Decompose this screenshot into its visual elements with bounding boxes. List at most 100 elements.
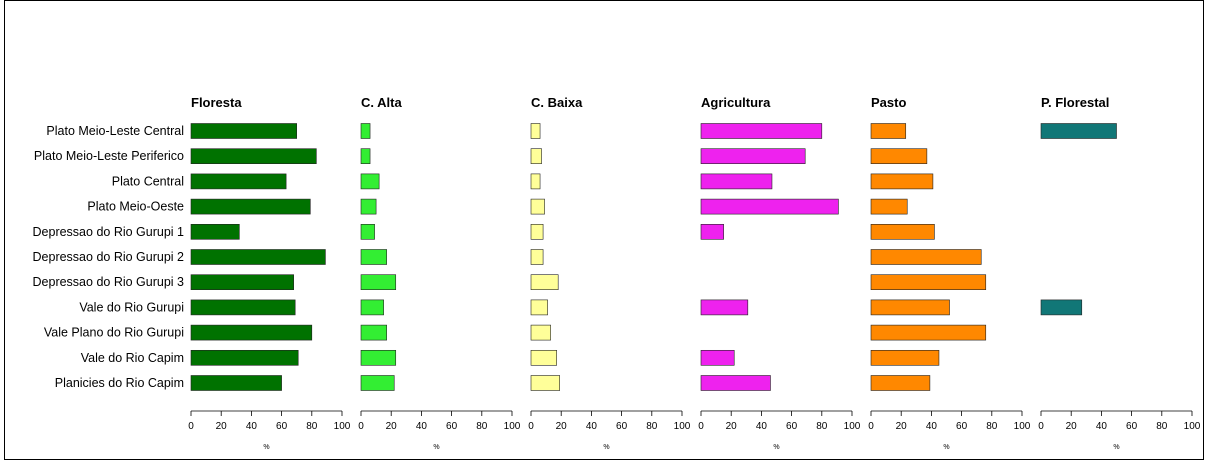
category-label: Vale do Rio Gurupi [79,300,184,314]
x-tick-label: 100 [1014,421,1031,432]
bar [870,375,931,391]
category-label: Depressao do Rio Gurupi 2 [33,250,185,264]
bar [360,274,397,291]
bar [870,349,940,366]
bar [870,123,907,139]
category-label: Plato Meio-Oeste [87,200,184,214]
bar [530,148,542,164]
bar [190,324,313,341]
bar [530,249,544,265]
panel-title: Agricultura [701,95,771,110]
x-axis-unit-label: % [1113,444,1119,451]
bar [190,274,294,291]
x-tick-label: 60 [956,421,968,432]
x-tick-label: 80 [816,421,828,432]
x-tick-label: 20 [726,421,738,432]
bar [360,173,380,190]
bar [870,224,935,240]
x-tick-label: 60 [1126,421,1138,432]
panel: Floresta 0 20 40 60 80 100% [188,95,351,451]
bar [530,375,560,391]
category-label: Plato Meio-Leste Central [46,124,184,138]
x-tick-label: 20 [386,421,398,432]
x-tick-label: 0 [868,421,874,432]
category-label: Plato Central [112,174,184,188]
bar [360,299,384,316]
bar [360,324,387,341]
bar [870,173,934,190]
bar [870,324,987,341]
bar [700,349,735,366]
bar [190,173,287,190]
bar [360,148,371,164]
panel: Pasto 0 20 40 60 80 100% [868,95,1031,451]
x-tick-label: 100 [504,421,521,432]
bar [190,375,282,391]
bar [530,198,545,215]
bar [870,148,928,164]
category-label: Vale Plano do Rio Gurupi [44,326,184,340]
category-label: Planicies do Rio Capim [55,376,184,390]
bar [190,123,297,139]
x-tick-label: 0 [698,421,704,432]
bar [700,224,724,240]
bar [360,198,377,215]
x-tick-label: 60 [786,421,798,432]
x-axis-unit-label: % [263,444,269,451]
x-tick-label: 100 [334,421,351,432]
x-tick-label: 60 [276,421,288,432]
x-tick-label: 20 [1066,421,1078,432]
bar [870,299,950,316]
bar [530,173,541,190]
x-tick-label: 60 [446,421,458,432]
x-tick-label: 20 [216,421,228,432]
bar [190,299,296,316]
bar [700,173,773,190]
x-tick-label: 100 [674,421,691,432]
category-labels: Plato Meio-Leste Central Plato Meio-Leste… [33,124,185,390]
bar [190,224,240,240]
bar [360,224,375,240]
panel-title: Floresta [191,95,242,110]
panel-title: P. Florestal [1041,95,1109,110]
bar [190,148,317,164]
x-tick-label: 20 [556,421,568,432]
x-tick-label: 0 [188,421,194,432]
x-tick-label: 0 [528,421,534,432]
x-tick-label: 80 [986,421,998,432]
bar [360,349,397,366]
bar [870,198,908,215]
x-axis-unit-label: % [603,444,609,451]
bar [870,274,987,291]
bar [530,324,551,341]
x-tick-label: 80 [1156,421,1168,432]
panel-title: C. Alta [361,95,402,110]
x-axis-unit-label: % [773,444,779,451]
x-tick-label: 40 [1096,421,1108,432]
x-tick-label: 80 [476,421,488,432]
panel: P. Florestal 0 20 40 60 80 100% [1038,95,1201,451]
x-tick-label: 80 [646,421,658,432]
x-tick-label: 40 [246,421,258,432]
x-tick-label: 60 [616,421,628,432]
panel-title: Pasto [871,95,906,110]
panel-title: C. Baixa [531,95,583,110]
bar [530,274,559,291]
x-axis-unit-label: % [433,444,439,451]
x-tick-label: 100 [844,421,861,432]
panel: C. Baixa 0 20 40 60 80 100% [528,95,691,451]
x-tick-label: 40 [586,421,598,432]
bar [190,249,326,265]
x-tick-label: 0 [358,421,364,432]
bar [190,198,311,215]
bar [360,249,387,265]
bar [870,249,982,265]
bar [530,299,548,316]
x-tick-label: 40 [756,421,768,432]
category-label: Plato Meio-Leste Periferico [34,149,184,163]
bar [700,299,749,316]
bar [530,349,557,366]
bar [700,148,806,164]
category-label: Depressao do Rio Gurupi 1 [33,225,185,239]
